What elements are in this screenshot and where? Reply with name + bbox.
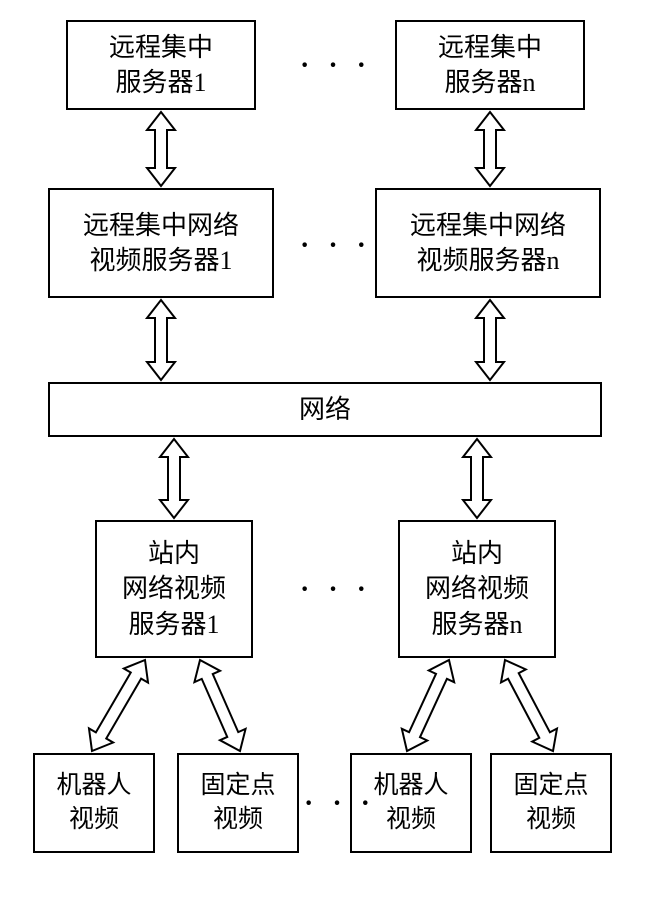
node-label: 机器人 视频 xyxy=(56,769,131,837)
node-label: 远程集中 服务器n xyxy=(438,30,542,100)
node-rc-server-1: 远程集中 服务器1 xyxy=(66,20,256,110)
arrow-a2 xyxy=(476,112,504,186)
node-label: 网络 xyxy=(299,392,351,427)
diagram-canvas: 远程集中 服务器1 远程集中 服务器n 远程集中网络 视频服务器1 远程集中网络 视频… xyxy=(0,0,650,912)
arrow-a6 xyxy=(463,439,491,518)
arrow-a9 xyxy=(394,654,461,757)
ellipsis-dots-row4: · · · xyxy=(304,790,376,818)
node-fixed-vid-n: 固定点 视频 xyxy=(490,753,612,853)
arrow-a3 xyxy=(147,300,175,380)
node-label: 远程集中网络 视频服务器1 xyxy=(83,208,239,278)
node-network: 网络 xyxy=(48,382,602,437)
node-rc-server-n: 远程集中 服务器n xyxy=(395,20,585,110)
node-rc-nvs-1: 远程集中网络 视频服务器1 xyxy=(48,188,274,298)
ellipsis-dots-row1: · · · xyxy=(300,52,372,80)
node-st-nvs-1: 站内 网络视频 服务器1 xyxy=(95,520,253,658)
arrow-a7 xyxy=(80,653,157,758)
node-label: 固定点 视频 xyxy=(200,769,275,837)
node-label: 远程集中网络 视频服务器n xyxy=(410,208,566,278)
arrow-a10 xyxy=(493,653,566,757)
node-st-nvs-n: 站内 网络视频 服务器n xyxy=(398,520,556,658)
arrow-a5 xyxy=(160,439,188,518)
ellipsis-dots-row3: · · · xyxy=(300,576,372,604)
arrow-a1 xyxy=(147,112,175,186)
node-label: 站内 网络视频 服务器1 xyxy=(122,536,226,641)
arrow-a8 xyxy=(187,654,253,756)
arrow-a4 xyxy=(476,300,504,380)
node-label: 机器人 视频 xyxy=(373,769,448,837)
node-rc-nvs-n: 远程集中网络 视频服务器n xyxy=(375,188,601,298)
node-robot-vid-1: 机器人 视频 xyxy=(33,753,155,853)
ellipsis-dots-row2: · · · xyxy=(300,232,372,260)
node-label: 远程集中 服务器1 xyxy=(109,30,213,100)
node-label: 固定点 视频 xyxy=(513,769,588,837)
node-label: 站内 网络视频 服务器n xyxy=(425,536,529,641)
node-fixed-vid-1: 固定点 视频 xyxy=(177,753,299,853)
